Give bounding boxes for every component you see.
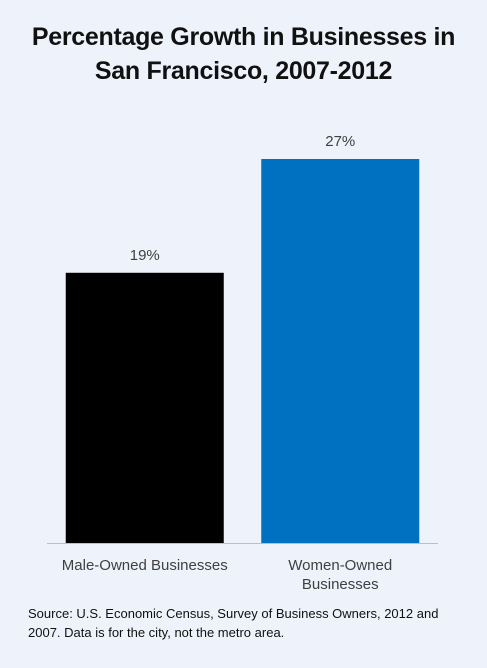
x-tick-label: Male-Owned Businesses [61, 557, 228, 574]
bar [65, 272, 224, 543]
x-tick-label: Women-Owned Businesses [288, 557, 393, 593]
bar [261, 159, 420, 543]
value-label: 19% [129, 246, 160, 264]
value-label: 27% [325, 133, 356, 150]
chart-title: Percentage Growth in Businesses in San F… [31, 23, 456, 85]
source-note: Source: U.S. Economic Census, Survey of … [28, 606, 439, 640]
